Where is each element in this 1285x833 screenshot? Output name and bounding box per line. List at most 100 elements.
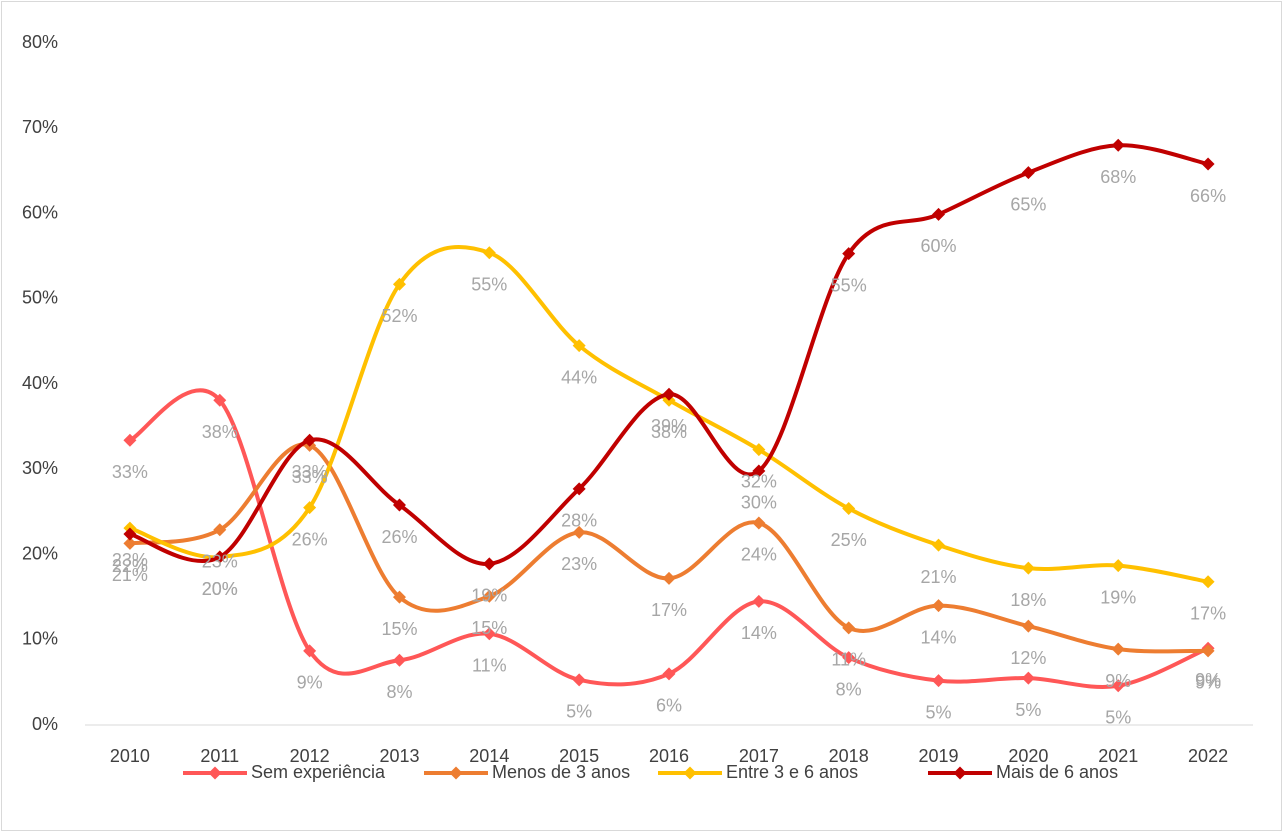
y-tick-label: 0% [32,714,58,734]
data-label: 5% [926,702,952,722]
marker [392,498,406,512]
data-label: 21% [112,565,148,585]
data-label: 9% [1105,671,1131,691]
marker [213,523,227,537]
data-label: 28% [561,511,597,531]
data-label: 19% [471,586,507,606]
marker [1201,644,1215,658]
data-label: 21% [921,567,957,587]
data-label: 14% [741,623,777,643]
data-label: 52% [381,306,417,326]
x-tick-label: 2018 [829,746,869,766]
data-label: 8% [836,679,862,699]
marker [842,621,856,635]
marker [1111,138,1125,152]
x-tick-label: 2022 [1188,746,1228,766]
x-tick-label: 2019 [919,746,959,766]
marker [932,207,946,221]
marker [213,550,227,564]
y-tick-label: 10% [22,629,58,649]
marker [1201,575,1215,589]
marker [752,516,766,530]
data-label: 65% [1010,194,1046,214]
marker [392,277,406,291]
y-tick-label: 40% [22,373,58,393]
data-label: 26% [381,527,417,547]
marker [752,594,766,608]
marker [1021,619,1035,633]
x-tick-label: 2010 [110,746,150,766]
data-label: 23% [112,550,148,570]
marker [123,536,137,550]
x-tick-label: 2015 [559,746,599,766]
data-label: 55% [831,275,867,295]
data-label: 22% [112,556,148,576]
data-label: 24% [741,545,777,565]
y-tick-label: 80% [22,32,58,52]
legend-marker [208,766,222,780]
x-tick-label: 2014 [469,746,509,766]
marker [1021,166,1035,180]
y-tick-label: 30% [22,458,58,478]
data-label: 14% [921,627,957,647]
y-tick-label: 20% [22,543,58,563]
x-tick-label: 2017 [739,746,779,766]
data-label: 33% [292,467,328,487]
legend-label: Mais de 6 anos [996,762,1118,782]
marker [1111,679,1125,693]
marker [482,246,496,260]
marker [572,339,586,353]
marker [1021,671,1035,685]
marker [842,501,856,515]
data-label: 33% [112,462,148,482]
marker [213,393,227,407]
series-line [128,388,1209,689]
marker [662,571,676,585]
x-tick-label: 2012 [290,746,330,766]
data-label: 5% [1105,708,1131,728]
marker [1021,561,1035,575]
data-label: 68% [1100,167,1136,187]
data-label: 5% [566,702,592,722]
marker [482,627,496,641]
marker [303,433,317,447]
marker [482,557,496,571]
marker [392,590,406,604]
y-tick-label: 50% [22,288,58,308]
data-label: 38% [651,422,687,442]
marker [842,651,856,665]
data-label: 9% [1195,673,1221,693]
data-label: 23% [561,554,597,574]
marker [572,482,586,496]
data-label: 5% [1015,700,1041,720]
marker [932,599,946,613]
legend-label: Sem experiência [251,762,386,782]
marker [572,673,586,687]
data-label: 33% [292,462,328,482]
marker [932,538,946,552]
marker [123,433,137,447]
marker [123,527,137,541]
marker [932,674,946,688]
x-tick-label: 2020 [1008,746,1048,766]
data-label: 12% [1010,648,1046,668]
data-label: 15% [471,618,507,638]
marker [392,653,406,667]
marker [303,644,317,658]
data-label: 18% [1010,590,1046,610]
data-label: 32% [741,471,777,491]
legend-marker [683,766,697,780]
y-tick-label: 60% [22,202,58,222]
data-label: 9% [297,673,323,693]
marker [662,667,676,681]
y-tick-label: 70% [22,117,58,137]
marker [662,387,676,401]
data-label: 20% [202,579,238,599]
data-label: 38% [202,422,238,442]
data-label: 25% [831,530,867,550]
data-label: 15% [381,619,417,639]
marker [1111,559,1125,573]
data-label: 66% [1190,186,1226,206]
legend-label: Menos de 3 anos [492,762,630,782]
marker [842,247,856,261]
